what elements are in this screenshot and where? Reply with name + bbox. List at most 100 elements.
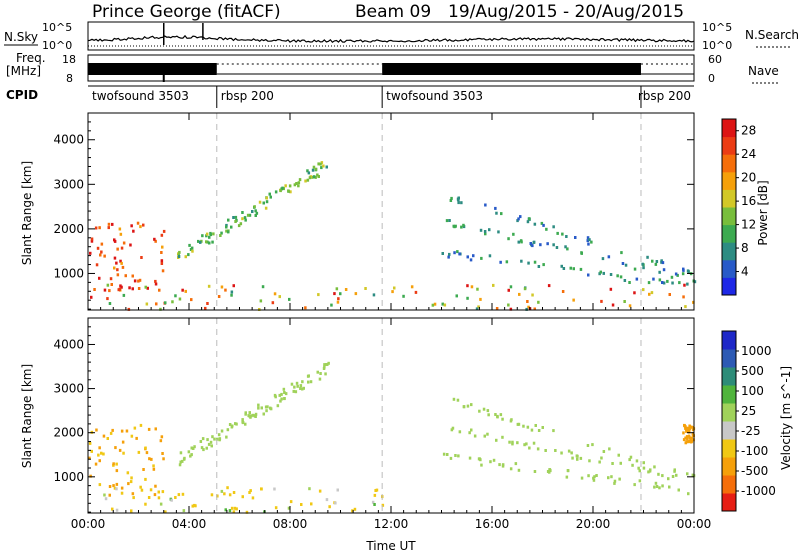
range-gate-cell xyxy=(243,216,247,220)
y-tick-label: 2000 xyxy=(53,426,84,440)
range-gate-cell xyxy=(616,274,619,278)
range-gate-cell xyxy=(533,222,537,226)
range-gate-cell xyxy=(94,462,98,466)
range-gate-cell xyxy=(539,243,542,247)
range-gate-cell xyxy=(244,422,247,426)
range-gate-cell xyxy=(88,441,92,445)
range-gate-cell xyxy=(149,488,153,492)
range-gate-cell xyxy=(241,418,244,422)
range-gate-cell xyxy=(212,232,215,236)
range-gate-cell xyxy=(103,254,106,258)
range-gate-cell xyxy=(611,303,615,307)
range-gate-cell xyxy=(496,414,499,418)
range-gate-cell xyxy=(278,393,281,397)
range-gate-cell xyxy=(453,251,456,255)
range-gate-cell xyxy=(477,305,480,309)
range-gate-cell xyxy=(480,256,483,260)
range-gate-cell xyxy=(635,277,639,281)
range-gate-cell xyxy=(445,219,449,223)
range-gate-cell xyxy=(111,507,114,511)
range-gate-cell xyxy=(122,293,126,297)
range-gate-cell xyxy=(554,449,557,452)
range-gate-cell xyxy=(495,438,498,442)
range-gate-cell xyxy=(319,162,322,166)
range-gate-cell xyxy=(487,413,490,417)
velocity-y-label: Slant Range [km] xyxy=(20,364,34,468)
range-gate-cell xyxy=(227,230,230,234)
range-gate-cell xyxy=(207,442,211,446)
range-gate-cell xyxy=(518,292,521,296)
range-gate-cell xyxy=(336,300,340,304)
range-gate-cell xyxy=(295,182,298,185)
colorbar-swatch xyxy=(722,136,736,155)
range-gate-cell xyxy=(102,434,106,438)
range-gate-cell xyxy=(523,443,526,447)
range-gate-cell xyxy=(130,509,133,513)
range-gate-cell xyxy=(642,266,645,270)
range-gate-cell xyxy=(560,451,563,455)
range-gate-cell xyxy=(260,487,263,491)
range-gate-cell xyxy=(132,496,135,500)
range-gate-cell xyxy=(144,446,147,450)
range-gate-cell xyxy=(109,277,113,281)
range-gate-cell xyxy=(220,285,224,289)
range-gate-cell xyxy=(327,361,330,365)
range-gate-cell xyxy=(289,500,293,504)
range-gate-cell xyxy=(223,492,226,496)
range-gate-cell xyxy=(402,294,405,298)
range-gate-cell xyxy=(210,444,213,448)
range-gate-cell xyxy=(317,175,320,178)
range-gate-cell xyxy=(171,300,174,304)
range-gate-cell xyxy=(592,476,595,480)
range-gate-cell xyxy=(144,285,147,289)
range-gate-cell xyxy=(273,393,277,397)
range-gate-cell xyxy=(476,287,479,291)
range-gate-cell xyxy=(661,484,664,488)
range-gate-cell xyxy=(462,223,465,227)
range-gate-cell xyxy=(217,295,221,298)
range-gate-cell xyxy=(671,281,674,285)
range-gate-cell xyxy=(336,488,339,492)
range-gate-cell xyxy=(158,288,161,292)
range-gate-cell xyxy=(208,241,211,245)
range-gate-cell xyxy=(110,283,113,286)
range-gate-cell xyxy=(686,440,690,444)
colorbar-tick-label: -1000 xyxy=(741,484,776,498)
range-gate-cell xyxy=(523,287,527,291)
range-gate-cell xyxy=(653,485,656,489)
range-gate-cell xyxy=(246,213,250,217)
range-gate-cell xyxy=(654,262,658,266)
range-gate-cell xyxy=(205,240,208,244)
range-gate-cell xyxy=(652,277,655,281)
range-gate-cell xyxy=(225,435,228,439)
range-gate-cell xyxy=(248,414,251,418)
range-gate-cell xyxy=(150,457,153,461)
range-gate-cell xyxy=(144,477,147,481)
range-gate-cell xyxy=(454,454,457,457)
range-gate-cell xyxy=(320,161,324,165)
range-gate-cell xyxy=(478,457,481,461)
range-gate-cell xyxy=(234,215,238,219)
range-gate-cell xyxy=(248,491,251,494)
range-gate-cell xyxy=(112,484,115,488)
range-gate-cell xyxy=(297,184,300,188)
range-gate-cell xyxy=(468,431,471,435)
range-gate-cell xyxy=(90,449,93,453)
range-gate-cell xyxy=(447,255,450,259)
range-gate-cell xyxy=(170,498,173,502)
range-gate-cell xyxy=(124,274,127,278)
range-gate-cell xyxy=(686,426,689,430)
freq-block xyxy=(382,63,641,75)
range-gate-cell xyxy=(154,282,158,286)
range-gate-cell xyxy=(281,186,284,190)
range-gate-cell xyxy=(517,240,520,244)
range-gate-cell xyxy=(641,262,644,266)
velocity-colorbar-label: Velocity [m s^-1] xyxy=(779,366,793,470)
range-gate-cell xyxy=(364,287,367,290)
range-gate-cell xyxy=(532,441,536,445)
range-gate-cell xyxy=(115,508,119,512)
range-gate-cell xyxy=(159,502,163,506)
time-axis-label: Time UT xyxy=(365,539,416,553)
range-gate-cell xyxy=(555,246,559,249)
range-gate-cell xyxy=(90,295,93,299)
